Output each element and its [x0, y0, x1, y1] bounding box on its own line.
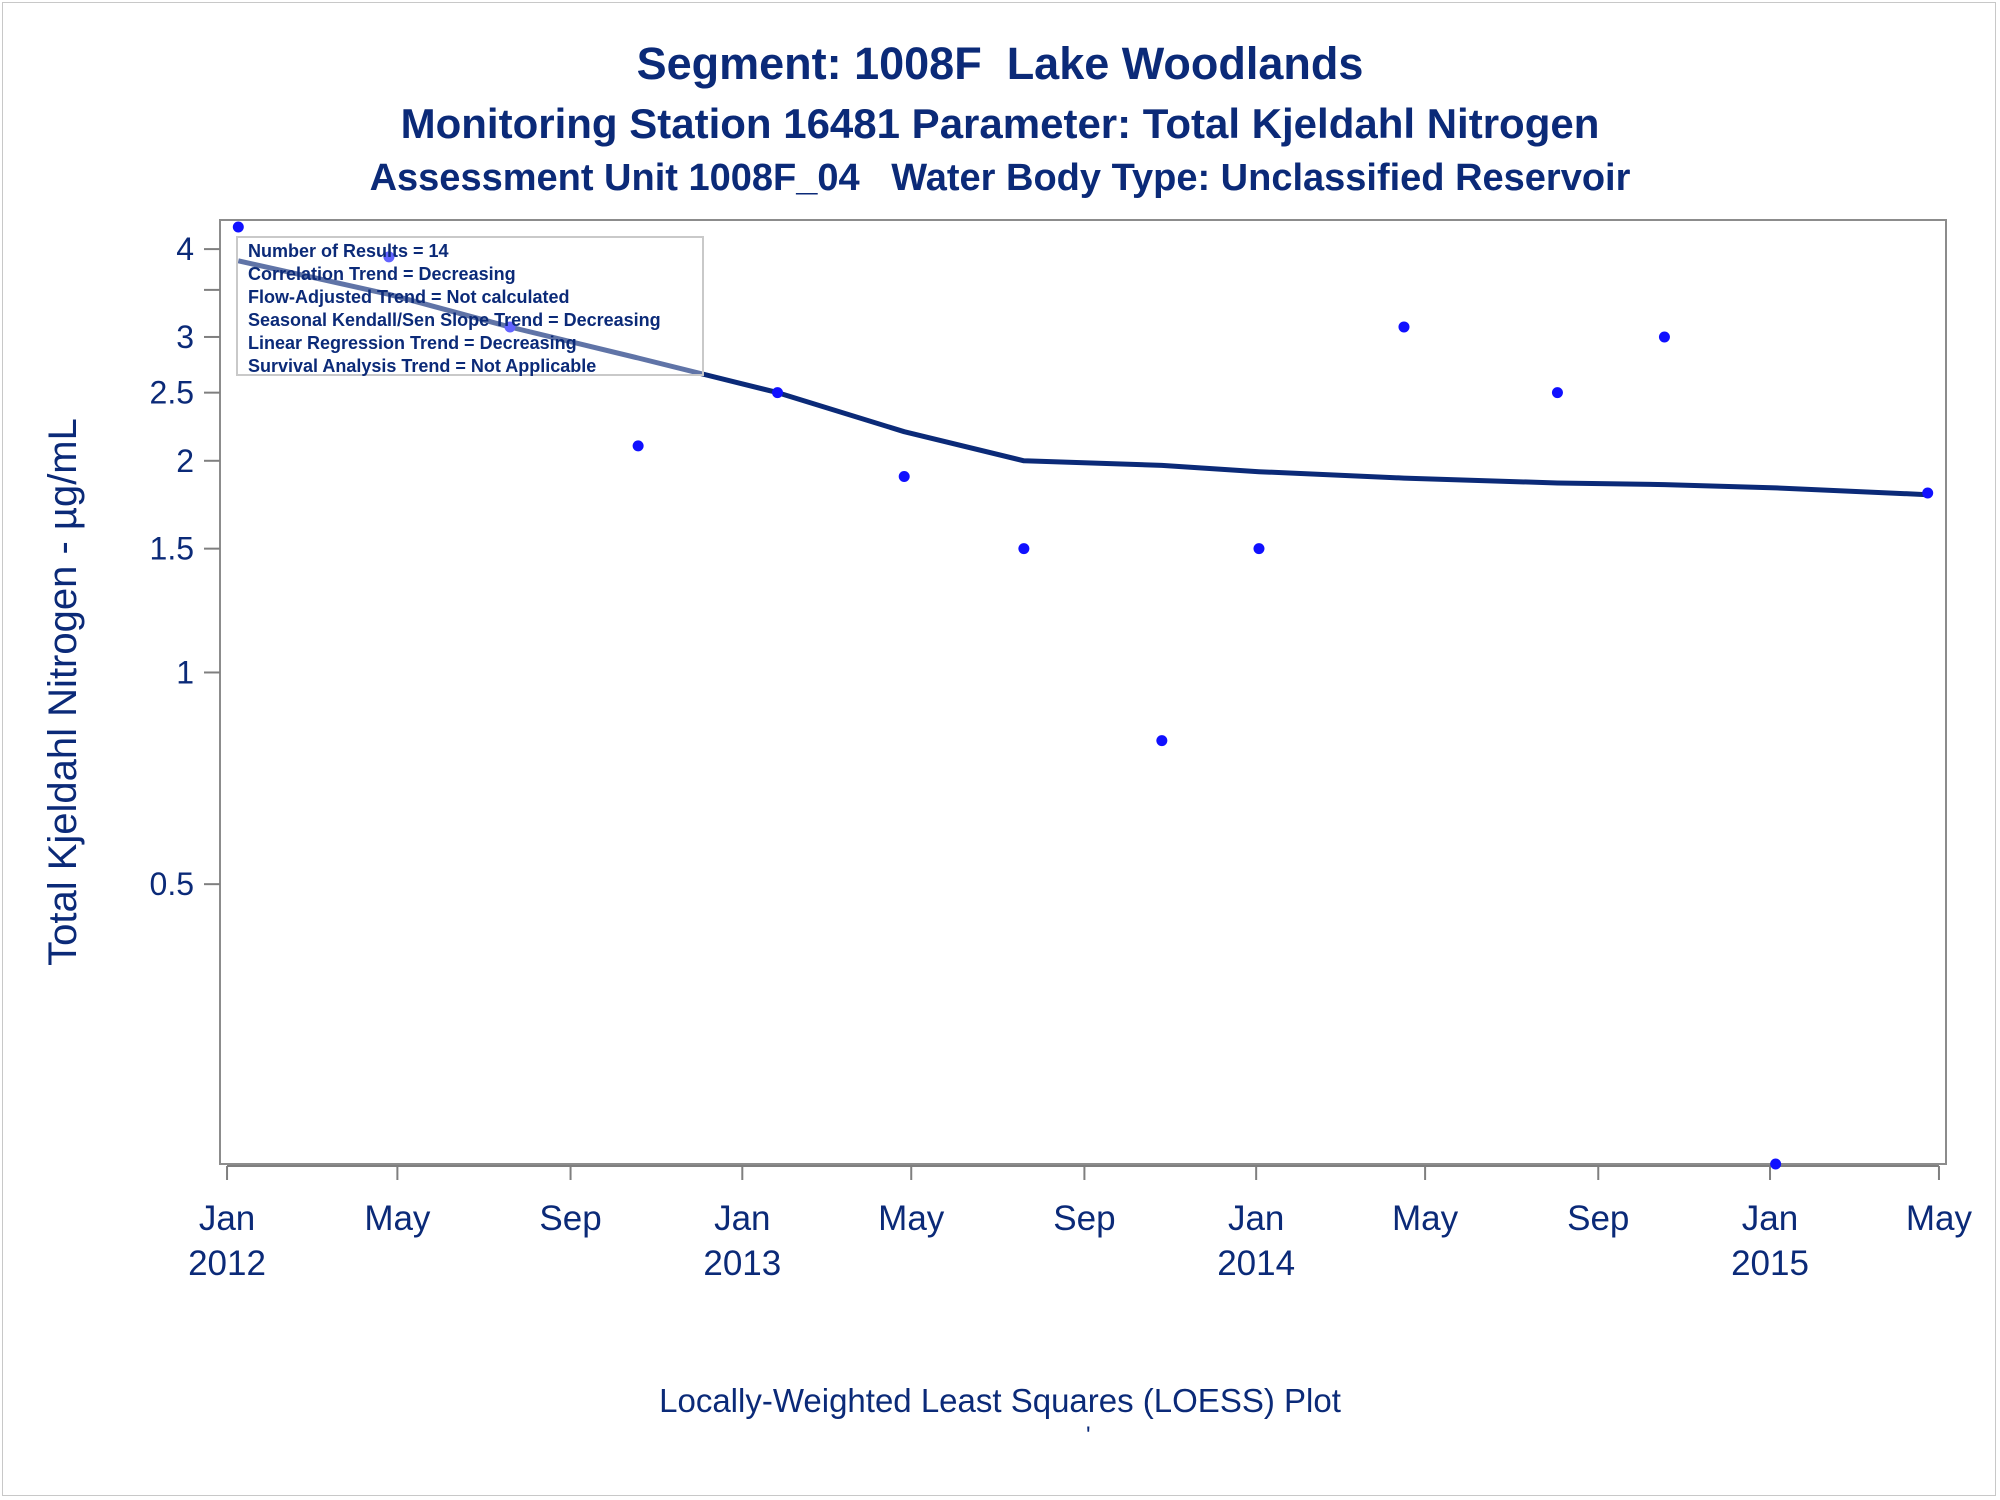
chart-subtitle: Monitoring Station 16481 Parameter: Tota… [400, 100, 1600, 147]
x-tick-label: Sep [1053, 1199, 1115, 1238]
data-point [383, 251, 395, 263]
y-tick-label: 2.5 [150, 375, 194, 411]
data-point [1156, 735, 1168, 747]
y-axis-title: Total Kjeldahl Nitrogen - µg/mL [41, 418, 85, 966]
x-tick-label: Jan [714, 1199, 770, 1238]
y-tick-label: 4 [176, 231, 194, 267]
x-tick-label: Sep [539, 1199, 601, 1238]
y-tick-label: 2 [176, 443, 194, 479]
x-tick-label: May [1392, 1199, 1459, 1238]
x-tick-label: Jan [1228, 1199, 1284, 1238]
x-tick-label: Sep [1567, 1199, 1629, 1238]
data-point [1922, 487, 1934, 499]
data-point [1770, 1158, 1782, 1170]
stats-line-seasonal-kendall: Seasonal Kendall/Sen Slope Trend = Decre… [248, 310, 661, 330]
data-point [1551, 387, 1563, 399]
data-point [232, 221, 244, 233]
y-tick-label: 1 [176, 654, 194, 690]
x-tick-label: Jan [199, 1199, 255, 1238]
trend-stats-box: Number of Results = 14 Correlation Trend… [236, 236, 704, 376]
data-point [1398, 321, 1410, 333]
stats-line-flow-adjusted: Flow-Adjusted Trend = Not calculated [248, 287, 570, 307]
loess-line [237, 258, 1928, 498]
data-point [504, 321, 516, 333]
x-tick-label: Jan [1742, 1199, 1798, 1238]
x-tick-year-label: 2012 [188, 1244, 266, 1283]
footnote-mark: ' [1086, 1422, 1091, 1449]
y-tick-label: 1.5 [150, 531, 194, 567]
x-tick-year-label: 2013 [703, 1244, 781, 1283]
x-tick-year-label: 2014 [1217, 1244, 1295, 1283]
chart-subtitle-2: Assessment Unit 1008F_04 Water Body Type… [369, 157, 1631, 199]
data-point [898, 470, 910, 482]
y-tick-label: 3 [176, 319, 194, 355]
x-tick-label: May [364, 1199, 431, 1238]
x-tick-label: May [1906, 1199, 1973, 1238]
stats-line-linear-regression: Linear Regression Trend = Decreasing [248, 333, 577, 353]
data-point [772, 387, 784, 399]
chart-title: Segment: 1008F Lake Woodlands [636, 38, 1364, 89]
data-point [632, 440, 644, 452]
stats-line-survival: Survival Analysis Trend = Not Applicable [248, 356, 597, 376]
x-tick-year-label: 2015 [1731, 1244, 1809, 1283]
stats-line-results: Number of Results = 14 [248, 241, 449, 261]
data-point [1658, 331, 1670, 343]
x-tick-label: May [878, 1199, 945, 1238]
y-tick-label: 0.5 [150, 866, 194, 902]
data-point [1253, 543, 1265, 555]
stats-line-correlation: Correlation Trend = Decreasing [248, 264, 516, 284]
data-point [1018, 543, 1030, 555]
plot-area-border [219, 219, 1947, 1165]
chart-footnote: Locally-Weighted Least Squares (LOESS) P… [659, 1382, 1341, 1419]
